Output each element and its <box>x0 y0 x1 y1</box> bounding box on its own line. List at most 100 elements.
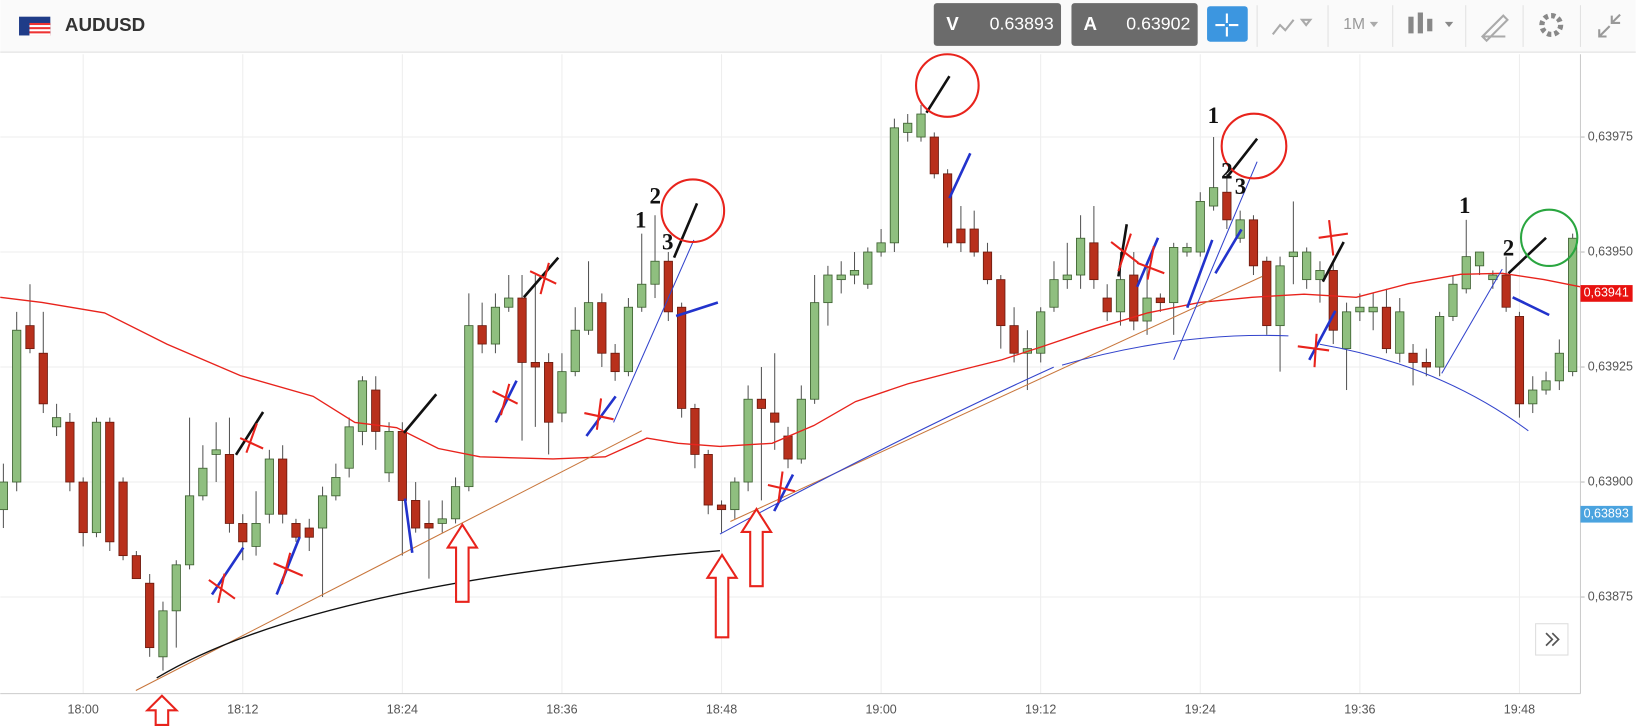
blue-curve <box>719 334 1529 535</box>
settings-button[interactable] <box>1539 13 1564 38</box>
x-tick-label: 19:36 <box>1344 703 1375 717</box>
candle-body <box>78 481 88 534</box>
annotation-labels: 1 2 3 1 2 3 1 2 <box>635 103 1514 260</box>
candle-body <box>91 421 102 534</box>
blue-trend <box>613 161 1503 423</box>
drawings <box>0 53 1581 726</box>
candle-body <box>317 495 328 529</box>
candle-body <box>1488 274 1498 281</box>
candle-body <box>1009 325 1019 354</box>
candle-body <box>916 113 926 138</box>
candle-body <box>304 527 314 538</box>
candle-body <box>1435 316 1445 368</box>
candle-body <box>1501 274 1511 308</box>
candle-body <box>1381 306 1392 350</box>
timeframe-caret <box>1369 21 1379 28</box>
candle-body <box>65 421 75 483</box>
candle-body <box>1142 297 1152 322</box>
candle-body <box>1341 311 1352 350</box>
green-circle <box>1519 208 1579 268</box>
crosshair-icon <box>1215 13 1239 37</box>
candle-body <box>583 302 594 331</box>
candle-body <box>1049 279 1059 308</box>
candle-body <box>969 228 979 253</box>
price-tag-label: 0,63893 <box>1584 507 1629 521</box>
candle-body <box>12 329 22 483</box>
timeframe-button[interactable]: 1M <box>1343 16 1365 33</box>
candle-body <box>238 523 248 543</box>
y-tick-label: 0,63975 <box>1588 129 1633 143</box>
candle-body <box>278 458 288 515</box>
candle-body <box>145 582 155 649</box>
candle-body <box>450 486 461 520</box>
scroll-button[interactable] <box>1535 623 1569 656</box>
candle-body <box>1208 187 1219 207</box>
separators <box>1256 5 1581 47</box>
candle-body <box>224 454 235 524</box>
x-tick-label: 19:00 <box>865 703 896 717</box>
candle-body <box>597 302 607 354</box>
candle-body <box>903 122 913 133</box>
candle-body <box>1248 219 1259 267</box>
annotation: 2 <box>1503 236 1514 261</box>
sell-label: V <box>946 13 959 34</box>
candle-body <box>677 306 687 409</box>
annotation: 3 <box>662 229 673 254</box>
buy-button[interactable] <box>1071 3 1198 46</box>
candle-body <box>1568 237 1578 373</box>
candle-body <box>1262 260 1272 327</box>
candle-body <box>1355 306 1365 313</box>
candle-body <box>1169 247 1179 304</box>
candle-body <box>1036 311 1046 354</box>
candle-body <box>1075 237 1086 276</box>
symbol[interactable]: AUDUSD <box>65 14 145 35</box>
candle-body <box>730 481 740 511</box>
candle-body <box>1514 316 1525 405</box>
candle-body <box>544 362 554 423</box>
candle-body <box>637 283 647 308</box>
candle-body <box>663 260 673 313</box>
collapse-button[interactable] <box>1598 13 1621 38</box>
candle-body <box>1554 352 1564 382</box>
candle-body <box>810 302 820 400</box>
annotation: 1 <box>635 207 646 232</box>
up-arrows <box>144 507 773 726</box>
candle-body <box>384 431 394 474</box>
draw-button[interactable] <box>1480 14 1509 43</box>
candle-body <box>477 325 487 345</box>
candle-body <box>184 495 195 566</box>
candle-body <box>1302 251 1312 281</box>
candle-body <box>517 297 527 363</box>
candle-body <box>770 412 780 423</box>
candle-body <box>25 325 35 350</box>
x-tick-label: 19:48 <box>1504 703 1535 717</box>
candle-body <box>1395 311 1405 354</box>
candle-body <box>650 260 660 285</box>
candle-body <box>251 523 261 547</box>
candle-body <box>331 477 341 497</box>
candle-body <box>690 408 700 455</box>
sell-button[interactable] <box>933 3 1062 46</box>
candle-body <box>437 518 447 524</box>
annotation: 3 <box>1235 174 1246 199</box>
chart-type-button[interactable] <box>1271 18 1313 36</box>
candle-body <box>411 500 421 529</box>
candle-body <box>756 398 767 409</box>
candle-body <box>1461 256 1471 290</box>
candle-body <box>1235 219 1245 239</box>
candle-body <box>1155 297 1165 304</box>
candle-body <box>38 352 48 405</box>
candle-body <box>530 362 540 368</box>
candle-body <box>211 449 221 455</box>
candle-body <box>424 523 434 529</box>
candle-body <box>1368 306 1378 313</box>
candle-body <box>610 352 620 373</box>
crosshair-button[interactable] <box>1207 6 1248 42</box>
candle-body <box>1541 380 1551 391</box>
x-tick-label: 19:12 <box>1025 703 1056 717</box>
candle-body <box>1089 242 1099 281</box>
candle-style-button[interactable] <box>1408 12 1454 34</box>
candle-body <box>1195 201 1205 253</box>
y-tick-label: 0,63925 <box>1588 359 1633 373</box>
candle-body <box>1129 274 1139 322</box>
